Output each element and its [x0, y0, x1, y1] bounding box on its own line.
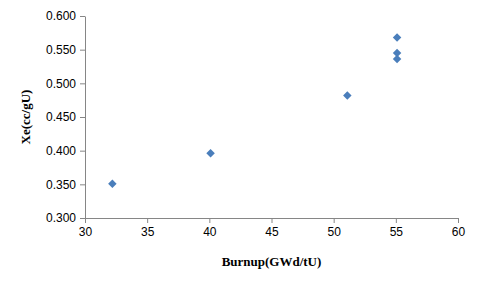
y-tick-mark [80, 117, 85, 118]
point [108, 179, 116, 187]
x-tick-mark [209, 218, 210, 223]
y-tick-label: 0.500 [46, 77, 76, 91]
y-tick: 0.300 [46, 211, 85, 225]
y-tick-label: 0.350 [46, 178, 76, 192]
y-tick-mark [80, 151, 85, 152]
y-tick: 0.500 [46, 77, 85, 91]
y-axis: 0.300 0.350 0.400 0.450 0.500 0.550 0.600 [46, 9, 86, 225]
x-tick: 55 [390, 218, 404, 239]
x-axis: 30 35 40 45 50 55 60 [79, 218, 466, 239]
x-tick-mark [85, 218, 86, 223]
y-tick-label: 0.450 [46, 110, 76, 124]
x-tick-label: 50 [327, 225, 341, 239]
x-tick: 50 [327, 218, 341, 239]
x-tick-mark [334, 218, 335, 223]
x-tick-label: 35 [141, 225, 155, 239]
x-tick-label: 40 [203, 225, 217, 239]
x-tick-label: 55 [390, 225, 404, 239]
x-tick: 60 [452, 218, 466, 239]
x-tick-label: 60 [452, 225, 466, 239]
y-tick-label: 0.550 [46, 43, 76, 57]
x-tick-mark [396, 218, 397, 223]
y-tick-label: 0.600 [46, 9, 76, 23]
x-tick: 35 [141, 218, 155, 239]
y-tick: 0.550 [46, 43, 85, 57]
y-tick-mark [80, 218, 85, 219]
y-tick: 0.600 [46, 9, 85, 23]
y-tick: 0.400 [46, 144, 85, 158]
points [108, 33, 401, 188]
y-tick-label: 0.300 [46, 211, 76, 225]
point [343, 91, 351, 99]
x-tick-mark [458, 218, 459, 223]
y-axis-line [85, 17, 86, 219]
x-tick: 40 [203, 218, 217, 239]
point [206, 149, 214, 157]
point [393, 55, 401, 63]
y-tick-mark [80, 16, 85, 17]
y-tick-mark [80, 184, 85, 185]
x-tick-label: 45 [265, 225, 279, 239]
y-tick: 0.450 [46, 110, 85, 124]
chart: 303540455055600.3000.3500.4000.4500.5000… [0, 0, 480, 288]
x-tick-mark [272, 218, 273, 223]
x-tick-mark [147, 218, 148, 223]
x-tick: 45 [265, 218, 279, 239]
x-axis-title: Burnup(GWd/tU) [222, 254, 322, 269]
y-tick-mark [80, 50, 85, 51]
x-tick: 30 [79, 218, 93, 239]
y-tick: 0.350 [46, 178, 85, 192]
y-axis-title: Xe(cc/gU) [18, 90, 33, 145]
y-tick-label: 0.400 [46, 144, 76, 158]
x-tick-label: 30 [79, 225, 93, 239]
point [393, 33, 401, 41]
y-tick-mark [80, 83, 85, 84]
